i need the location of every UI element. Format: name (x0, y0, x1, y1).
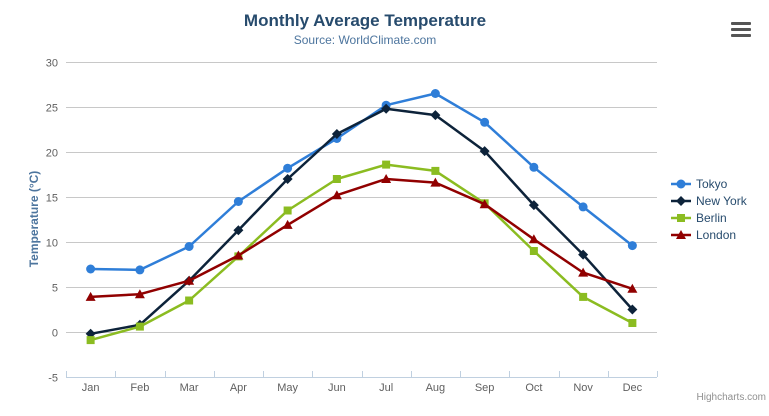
point-tokyo-nov[interactable] (578, 202, 588, 212)
point-berlin-dec[interactable] (628, 319, 637, 327)
hamburger-icon[interactable] (731, 22, 751, 37)
legend-symbol-london (671, 229, 691, 239)
x-axis-label: Aug (426, 382, 446, 394)
x-axis-label: Apr (230, 382, 247, 394)
series-line-berlin[interactable] (89, 163, 634, 342)
x-axis-label: Jun (328, 382, 346, 394)
y-axis-label: 15 (46, 193, 58, 205)
point-berlin-aug[interactable] (431, 166, 440, 175)
legend-marker-london[interactable] (676, 229, 686, 239)
point-new-york-nov[interactable] (578, 249, 589, 260)
point-london-sep[interactable] (479, 199, 490, 209)
y-axis-label: 10 (46, 238, 58, 250)
point-berlin-may[interactable] (283, 206, 292, 215)
legend-symbol-tokyo (671, 179, 691, 188)
x-axis-label: Jan (82, 382, 100, 394)
point-london-jan[interactable] (85, 291, 96, 301)
point-berlin-jul[interactable] (382, 160, 391, 169)
legend-item-new-york[interactable]: New York (671, 192, 747, 209)
point-london-apr[interactable] (233, 250, 244, 260)
series-tokyo (86, 89, 637, 275)
point-tokyo-may[interactable] (283, 163, 293, 173)
point-new-york-may[interactable] (282, 174, 293, 184)
point-tokyo-aug[interactable] (430, 89, 440, 98)
point-london-nov[interactable] (578, 267, 589, 277)
point-berlin-oct[interactable] (529, 247, 538, 255)
x-axis-label: Feb (130, 382, 149, 394)
legend-marker-new-york[interactable] (676, 195, 686, 206)
point-tokyo-oct[interactable] (529, 162, 539, 172)
point-tokyo-dec[interactable] (627, 241, 637, 251)
legend-label-new-york: New York (696, 193, 747, 208)
point-london-oct[interactable] (528, 234, 539, 244)
x-axis-label: Oct (525, 382, 542, 394)
point-tokyo-apr[interactable] (233, 197, 243, 206)
series-line-new-york[interactable] (89, 107, 634, 336)
y-axis-label: -5 (48, 373, 58, 385)
chart-subtitle: Source: WorldClimate.com (293, 33, 437, 47)
x-axis-label: Dec (623, 382, 643, 394)
point-new-york-oct[interactable] (528, 200, 539, 211)
legend-symbol-new-york (671, 195, 691, 206)
point-tokyo-mar[interactable] (184, 242, 194, 251)
point-london-dec[interactable] (627, 283, 638, 293)
point-berlin-feb[interactable] (135, 322, 144, 331)
legend-symbol-berlin (671, 213, 691, 222)
chart-title: Monthly Average Temperature (243, 11, 487, 30)
point-london-jul[interactable] (381, 174, 392, 183)
point-london-mar[interactable] (184, 275, 195, 285)
hamburger-bar (731, 34, 751, 37)
point-berlin-mar[interactable] (185, 296, 194, 305)
y-axis-label: 25 (46, 103, 58, 115)
point-new-york-sep[interactable] (479, 146, 490, 157)
legend: Tokyo New York Berlin London (671, 175, 747, 243)
hamburger-bar (731, 28, 751, 31)
point-new-york-jun[interactable] (331, 129, 342, 139)
series-line-tokyo[interactable] (89, 92, 634, 272)
series-london (85, 174, 638, 301)
point-new-york-dec[interactable] (627, 304, 638, 315)
legend-item-berlin[interactable]: Berlin (671, 209, 747, 226)
point-london-jun[interactable] (331, 190, 342, 200)
point-tokyo-jan[interactable] (86, 264, 96, 274)
point-london-aug[interactable] (430, 177, 441, 187)
legend-marker-berlin[interactable] (677, 213, 685, 222)
legend-marker-tokyo[interactable] (676, 179, 686, 188)
credits-link[interactable]: Highcharts.com (696, 392, 766, 403)
legend-item-tokyo[interactable]: Tokyo (671, 175, 747, 192)
point-new-york-apr[interactable] (233, 225, 244, 236)
point-berlin-jan[interactable] (86, 336, 95, 345)
point-berlin-jun[interactable] (332, 175, 341, 183)
x-axis-label: Sep (475, 382, 495, 394)
legend-label-berlin: Berlin (696, 210, 727, 225)
series-line-london[interactable] (89, 177, 634, 299)
legend-item-london[interactable]: London (671, 226, 747, 243)
x-axis-label: May (277, 382, 298, 394)
hamburger-bar (731, 22, 751, 25)
series-new-york (85, 103, 638, 339)
point-tokyo-sep[interactable] (480, 117, 490, 127)
legend-label-tokyo: Tokyo (696, 176, 728, 191)
y-axis-label: 20 (46, 148, 58, 160)
point-new-york-aug[interactable] (430, 110, 441, 121)
x-axis-label: Mar (180, 382, 199, 394)
y-axis-label: 0 (52, 328, 58, 340)
point-berlin-nov[interactable] (579, 292, 588, 301)
x-axis-label: Nov (573, 382, 593, 394)
point-new-york-jul[interactable] (381, 103, 392, 114)
y-axis-label: 30 (46, 58, 58, 70)
point-tokyo-feb[interactable] (135, 265, 145, 275)
point-london-may[interactable] (282, 219, 293, 229)
point-london-feb[interactable] (134, 289, 145, 299)
y-axis-label: 5 (52, 283, 58, 295)
legend-label-london: London (696, 227, 737, 242)
x-axis-label: Jul (379, 382, 393, 394)
